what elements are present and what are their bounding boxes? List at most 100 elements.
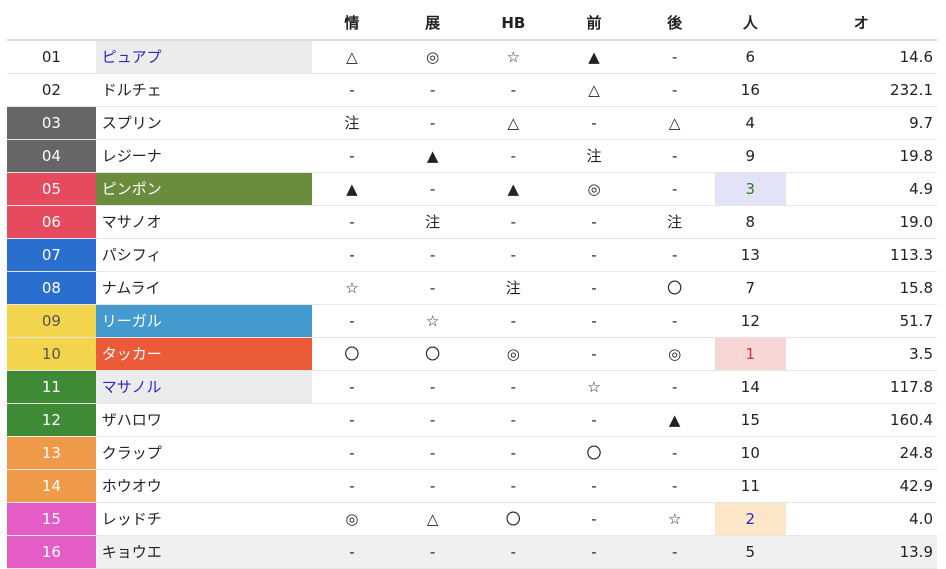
prediction-mark: 注 [553,139,635,173]
horse-name[interactable]: ナムライ [95,271,312,305]
horse-name[interactable]: マサノル [95,370,312,404]
table-row[interactable]: 03 スプリン注 - △ - △ 4 9.7 [7,106,937,140]
prediction-mark: - [311,370,393,404]
horse-name[interactable]: ピンポン [95,172,312,206]
prediction-mark: - [634,535,716,569]
prediction-mark: - [634,436,716,470]
horse-name[interactable]: クラップ [95,436,312,470]
odds-cell: 42.9 [785,469,937,503]
odds-cell: 13.9 [785,535,937,569]
prediction-mark: - [311,205,393,239]
table-row[interactable]: 12 ザハロワ - - - - ▲ 15 160.4 [7,403,937,437]
horse-name[interactable]: ピュアプ [95,40,312,74]
header-odds[interactable]: オ [785,6,937,41]
horse-number: 10 [7,337,96,371]
horse-name[interactable]: キョウエ [95,535,312,569]
popularity-cell: 4 [715,106,786,140]
prediction-mark: ▲ [311,172,393,206]
prediction-mark: ◎ [553,172,635,206]
table-row[interactable]: 01 ピュアプ △ ◎ ☆ ▲ -6 14.6 [7,40,937,74]
prediction-mark: ☆ [392,304,473,338]
table-row[interactable]: 04 レジーナ - ▲ - 注 -9 19.8 [7,139,937,173]
table-row[interactable]: 13 クラップ - - - 〇 -10 24.8 [7,436,937,470]
prediction-mark: - [392,403,473,437]
horse-number: 11 [7,370,96,404]
prediction-mark: - [392,271,473,305]
prediction-mark: - [311,535,393,569]
prediction-mark: - [311,139,393,173]
horse-name[interactable]: ホウオウ [95,469,312,503]
prediction-mark: 〇 [472,502,554,536]
horse-number: 02 [7,73,96,107]
prediction-mark: ▲ [392,139,473,173]
horse-number: 09 [7,304,96,338]
odds-cell: 232.1 [785,73,937,107]
table-row[interactable]: 16 キョウエ - - - - -5 13.9 [7,535,937,569]
prediction-mark: ☆ [472,40,554,74]
horse-name[interactable]: レジーナ [95,139,312,173]
odds-cell: 19.0 [785,205,937,239]
prediction-mark: 〇 [634,271,716,305]
prediction-mark: - [311,403,393,437]
table-row[interactable]: 15 レッドチ ◎ △ 〇 - ☆ 2 4.0 [7,502,937,536]
prediction-mark: ▲ [553,40,635,74]
header-mark-5[interactable]: 後 [634,6,716,41]
table-row[interactable]: 09 リーガル - ☆ - - -12 51.7 [7,304,937,338]
popularity-cell: 13 [715,238,786,272]
header-mark-2[interactable]: 展 [392,6,473,41]
prediction-mark: - [311,469,393,503]
prediction-mark: 注 [634,205,716,239]
table-row[interactable]: 11 マサノル - - - ☆ -14 117.8 [7,370,937,404]
prediction-mark: ☆ [553,370,635,404]
horse-number: 16 [7,535,96,569]
popularity-cell: 11 [715,469,786,503]
prediction-mark: - [472,304,554,338]
table-row[interactable]: 05 ピンポン ▲ - ▲ ◎ -3 4.9 [7,172,937,206]
prediction-mark: 〇 [311,337,393,371]
prediction-mark: 〇 [553,436,635,470]
odds-cell: 19.8 [785,139,937,173]
header-popularity[interactable]: 人 [715,6,786,41]
prediction-mark: - [553,469,635,503]
prediction-mark: - [472,238,554,272]
horse-name[interactable]: パシフィ [95,238,312,272]
prediction-mark: - [553,271,635,305]
header-mark-4[interactable]: 前 [553,6,635,41]
horse-name[interactable]: スプリン [95,106,312,140]
table-row[interactable]: 10 タッカー〇〇 ◎ - ◎ 1 3.5 [7,337,937,371]
prediction-mark: 注 [392,205,473,239]
odds-cell: 4.9 [785,172,937,206]
prediction-mark: - [553,403,635,437]
header-number [7,6,96,41]
table-row[interactable]: 02 ドルチェ - - - △ -16 232.1 [7,73,937,107]
horse-name[interactable]: リーガル [95,304,312,338]
prediction-mark: △ [634,106,716,140]
header-mark-3[interactable]: HB [472,6,554,41]
header-mark-1[interactable]: 情 [311,6,393,41]
odds-cell: 24.8 [785,436,937,470]
popularity-cell: 15 [715,403,786,437]
table-row[interactable]: 08 ナムライ ☆ - 注 - 〇 7 15.8 [7,271,937,305]
prediction-mark: ▲ [634,403,716,437]
odds-cell: 3.5 [785,337,937,371]
prediction-mark: - [634,172,716,206]
horse-name[interactable]: マサノオ [95,205,312,239]
horse-number: 15 [7,502,96,536]
horse-name[interactable]: タッカー [95,337,312,371]
prediction-mark: - [472,370,554,404]
prediction-mark: - [472,436,554,470]
horse-name[interactable]: レッドチ [95,502,312,536]
table-row[interactable]: 07 パシフィ - - - - -13 113.3 [7,238,937,272]
prediction-mark: - [392,73,473,107]
horse-number: 12 [7,403,96,437]
prediction-mark: ☆ [311,271,393,305]
table-row[interactable]: 06 マサノオ - 注 - - 注 8 19.0 [7,205,937,239]
prediction-mark: - [634,139,716,173]
horse-name[interactable]: ザハロワ [95,403,312,437]
prediction-mark: - [311,238,393,272]
table-row[interactable]: 14 ホウオウ - - - - -11 42.9 [7,469,937,503]
prediction-mark: ◎ [634,337,716,371]
horse-name[interactable]: ドルチェ [95,73,312,107]
prediction-mark: △ [392,502,473,536]
popularity-cell: 1 [715,337,786,371]
